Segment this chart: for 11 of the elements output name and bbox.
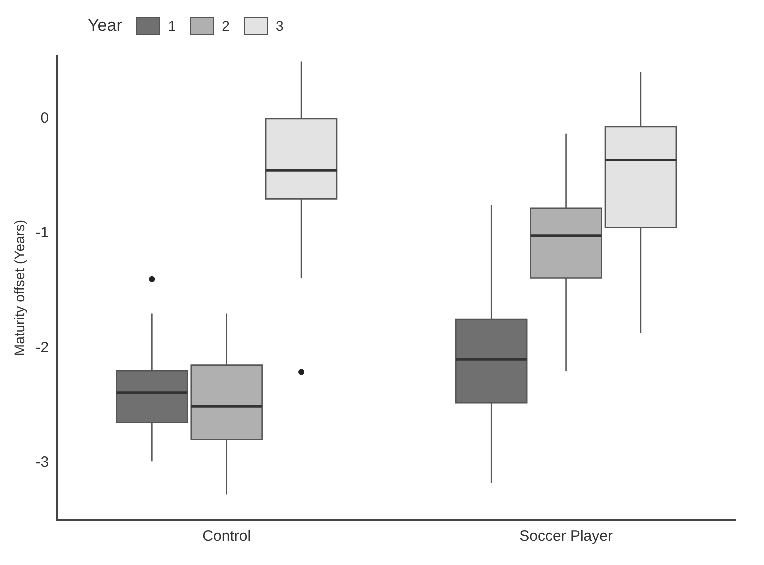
x-tick-label: Control (202, 528, 252, 546)
y-tick-label: -2 (36, 339, 50, 356)
y-tick-label: 0 (40, 110, 50, 128)
y-tick-label: -1 (36, 224, 50, 242)
legend-label: 3 (276, 18, 284, 34)
legend-label: 1 (168, 18, 176, 34)
legend-title: Year (88, 16, 122, 36)
legend-label: 2 (222, 18, 230, 34)
y-tick-label: -3 (36, 454, 50, 471)
x-tick-label: Soccer Player (520, 528, 613, 546)
y-axis-title: Maturity offset (Years) (11, 220, 28, 356)
